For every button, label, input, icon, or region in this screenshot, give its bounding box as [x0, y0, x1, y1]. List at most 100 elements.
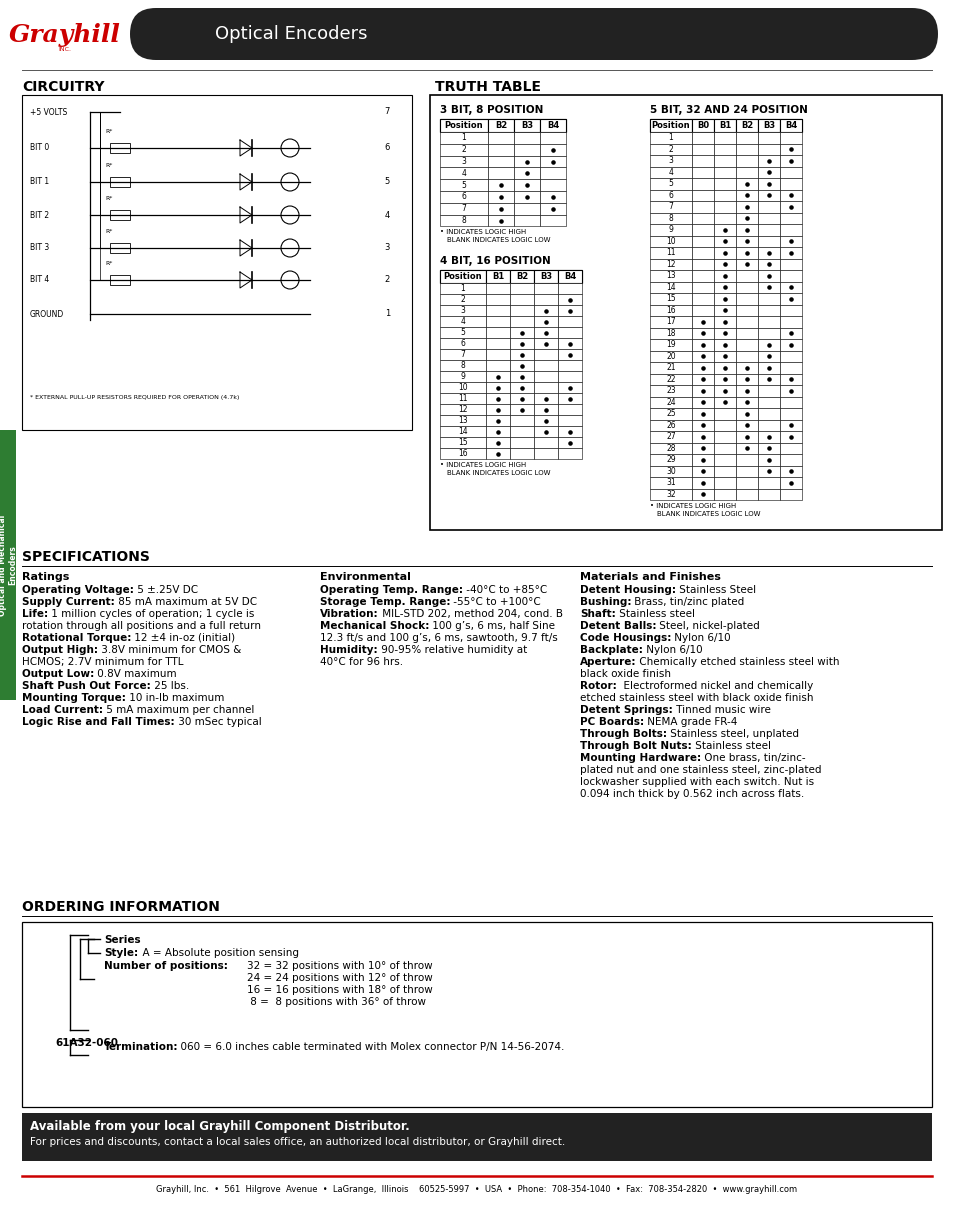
Bar — [485, 415, 510, 426]
Bar — [691, 247, 713, 259]
Text: 16: 16 — [665, 305, 675, 315]
Text: 12: 12 — [457, 405, 467, 414]
Bar — [735, 397, 758, 408]
Bar — [430, 95, 941, 530]
Bar — [691, 236, 713, 247]
Bar — [691, 118, 713, 132]
Text: BLANK INDICATES LOGIC LOW: BLANK INDICATES LOGIC LOW — [657, 512, 760, 516]
Bar — [649, 212, 691, 223]
Bar — [735, 144, 758, 155]
Text: 11: 11 — [457, 394, 467, 403]
Text: 3.8V minimum for CMOS &: 3.8V minimum for CMOS & — [98, 645, 241, 654]
Bar — [758, 132, 780, 144]
Text: Number of positions:: Number of positions: — [104, 961, 228, 971]
Text: 27: 27 — [665, 432, 675, 441]
Bar — [558, 294, 581, 305]
Bar — [649, 270, 691, 282]
Text: • INDICATES LOGIC HIGH: • INDICATES LOGIC HIGH — [439, 230, 526, 236]
Text: Output Low:: Output Low: — [22, 669, 94, 679]
Bar — [735, 132, 758, 144]
Text: 40°C for 96 hrs.: 40°C for 96 hrs. — [319, 657, 403, 667]
Text: R*: R* — [105, 162, 112, 168]
Bar — [713, 201, 735, 212]
Bar — [649, 201, 691, 212]
Bar — [735, 316, 758, 327]
Bar — [758, 212, 780, 223]
Text: Chemically etched stainless steel with: Chemically etched stainless steel with — [636, 657, 840, 667]
Text: 3: 3 — [384, 243, 390, 253]
Text: Style:: Style: — [104, 947, 138, 958]
Text: plated nut and one stainless steel, zinc-plated: plated nut and one stainless steel, zinc… — [579, 766, 821, 775]
FancyBboxPatch shape — [130, 9, 937, 60]
Text: Brass, tin/zinc plated: Brass, tin/zinc plated — [631, 597, 744, 607]
Text: 5 BIT, 32 AND 24 POSITION: 5 BIT, 32 AND 24 POSITION — [649, 105, 807, 115]
Bar — [649, 144, 691, 155]
Bar — [488, 155, 514, 167]
Bar — [439, 155, 488, 167]
Bar — [558, 371, 581, 382]
Text: Logic Rise and Fall Times:: Logic Rise and Fall Times: — [22, 717, 174, 726]
Bar — [534, 270, 558, 283]
Text: Operating Voltage:: Operating Voltage: — [22, 585, 133, 595]
Bar — [485, 360, 510, 371]
Text: B4: B4 — [546, 121, 558, 129]
Bar — [691, 442, 713, 454]
Text: Grayhill, Inc.  •  561  Hilgrove  Avenue  •  LaGrange,  Illinois    60525-5997  : Grayhill, Inc. • 561 Hilgrove Avenue • L… — [156, 1186, 797, 1194]
Bar — [780, 178, 801, 189]
Bar — [534, 360, 558, 371]
Bar — [649, 397, 691, 408]
Text: etched stainless steel with black oxide finish: etched stainless steel with black oxide … — [579, 694, 813, 703]
Text: Rotational Torque:: Rotational Torque: — [22, 632, 132, 643]
Text: CIRCUITRY: CIRCUITRY — [22, 81, 105, 94]
Bar — [780, 144, 801, 155]
Bar — [110, 143, 130, 153]
Bar — [649, 465, 691, 477]
Bar — [780, 189, 801, 201]
Bar — [539, 167, 565, 179]
Bar — [735, 408, 758, 420]
Text: R*: R* — [105, 129, 112, 134]
Text: 20: 20 — [665, 352, 675, 360]
Bar — [758, 442, 780, 454]
Bar — [534, 393, 558, 404]
Bar — [713, 442, 735, 454]
Text: 3: 3 — [668, 156, 673, 165]
Text: 16: 16 — [457, 449, 467, 458]
Bar — [713, 316, 735, 327]
Bar — [534, 338, 558, 349]
Bar — [780, 201, 801, 212]
Text: 25 lbs.: 25 lbs. — [151, 681, 189, 691]
Bar — [439, 305, 485, 316]
Text: 12.3 ft/s and 100 g’s, 6 ms, sawtooth, 9.7 ft/s: 12.3 ft/s and 100 g’s, 6 ms, sawtooth, 9… — [319, 632, 558, 643]
Bar — [780, 259, 801, 270]
Bar — [510, 437, 534, 448]
Bar — [713, 132, 735, 144]
Text: 3 BIT, 8 POSITION: 3 BIT, 8 POSITION — [439, 105, 543, 115]
Bar — [649, 132, 691, 144]
Bar — [691, 223, 713, 236]
Text: Optical and Mechanical
Encoders: Optical and Mechanical Encoders — [0, 514, 18, 615]
Text: Vibration:: Vibration: — [319, 609, 378, 619]
Text: B2: B2 — [495, 121, 507, 129]
Bar — [691, 420, 713, 431]
Bar — [558, 349, 581, 360]
Bar — [558, 437, 581, 448]
Bar — [735, 293, 758, 304]
Bar — [485, 283, 510, 294]
Text: 9: 9 — [460, 372, 465, 381]
Text: 23: 23 — [665, 386, 675, 396]
Circle shape — [281, 239, 298, 256]
Bar — [510, 415, 534, 426]
Bar — [691, 189, 713, 201]
Bar — [485, 349, 510, 360]
Bar — [691, 339, 713, 350]
Text: 8: 8 — [460, 361, 465, 370]
Bar — [514, 190, 539, 203]
Bar — [758, 201, 780, 212]
Bar — [649, 431, 691, 442]
Bar — [514, 118, 539, 132]
Bar — [735, 374, 758, 385]
Text: Shaft:: Shaft: — [579, 609, 615, 619]
Bar — [510, 316, 534, 327]
Bar — [713, 178, 735, 189]
